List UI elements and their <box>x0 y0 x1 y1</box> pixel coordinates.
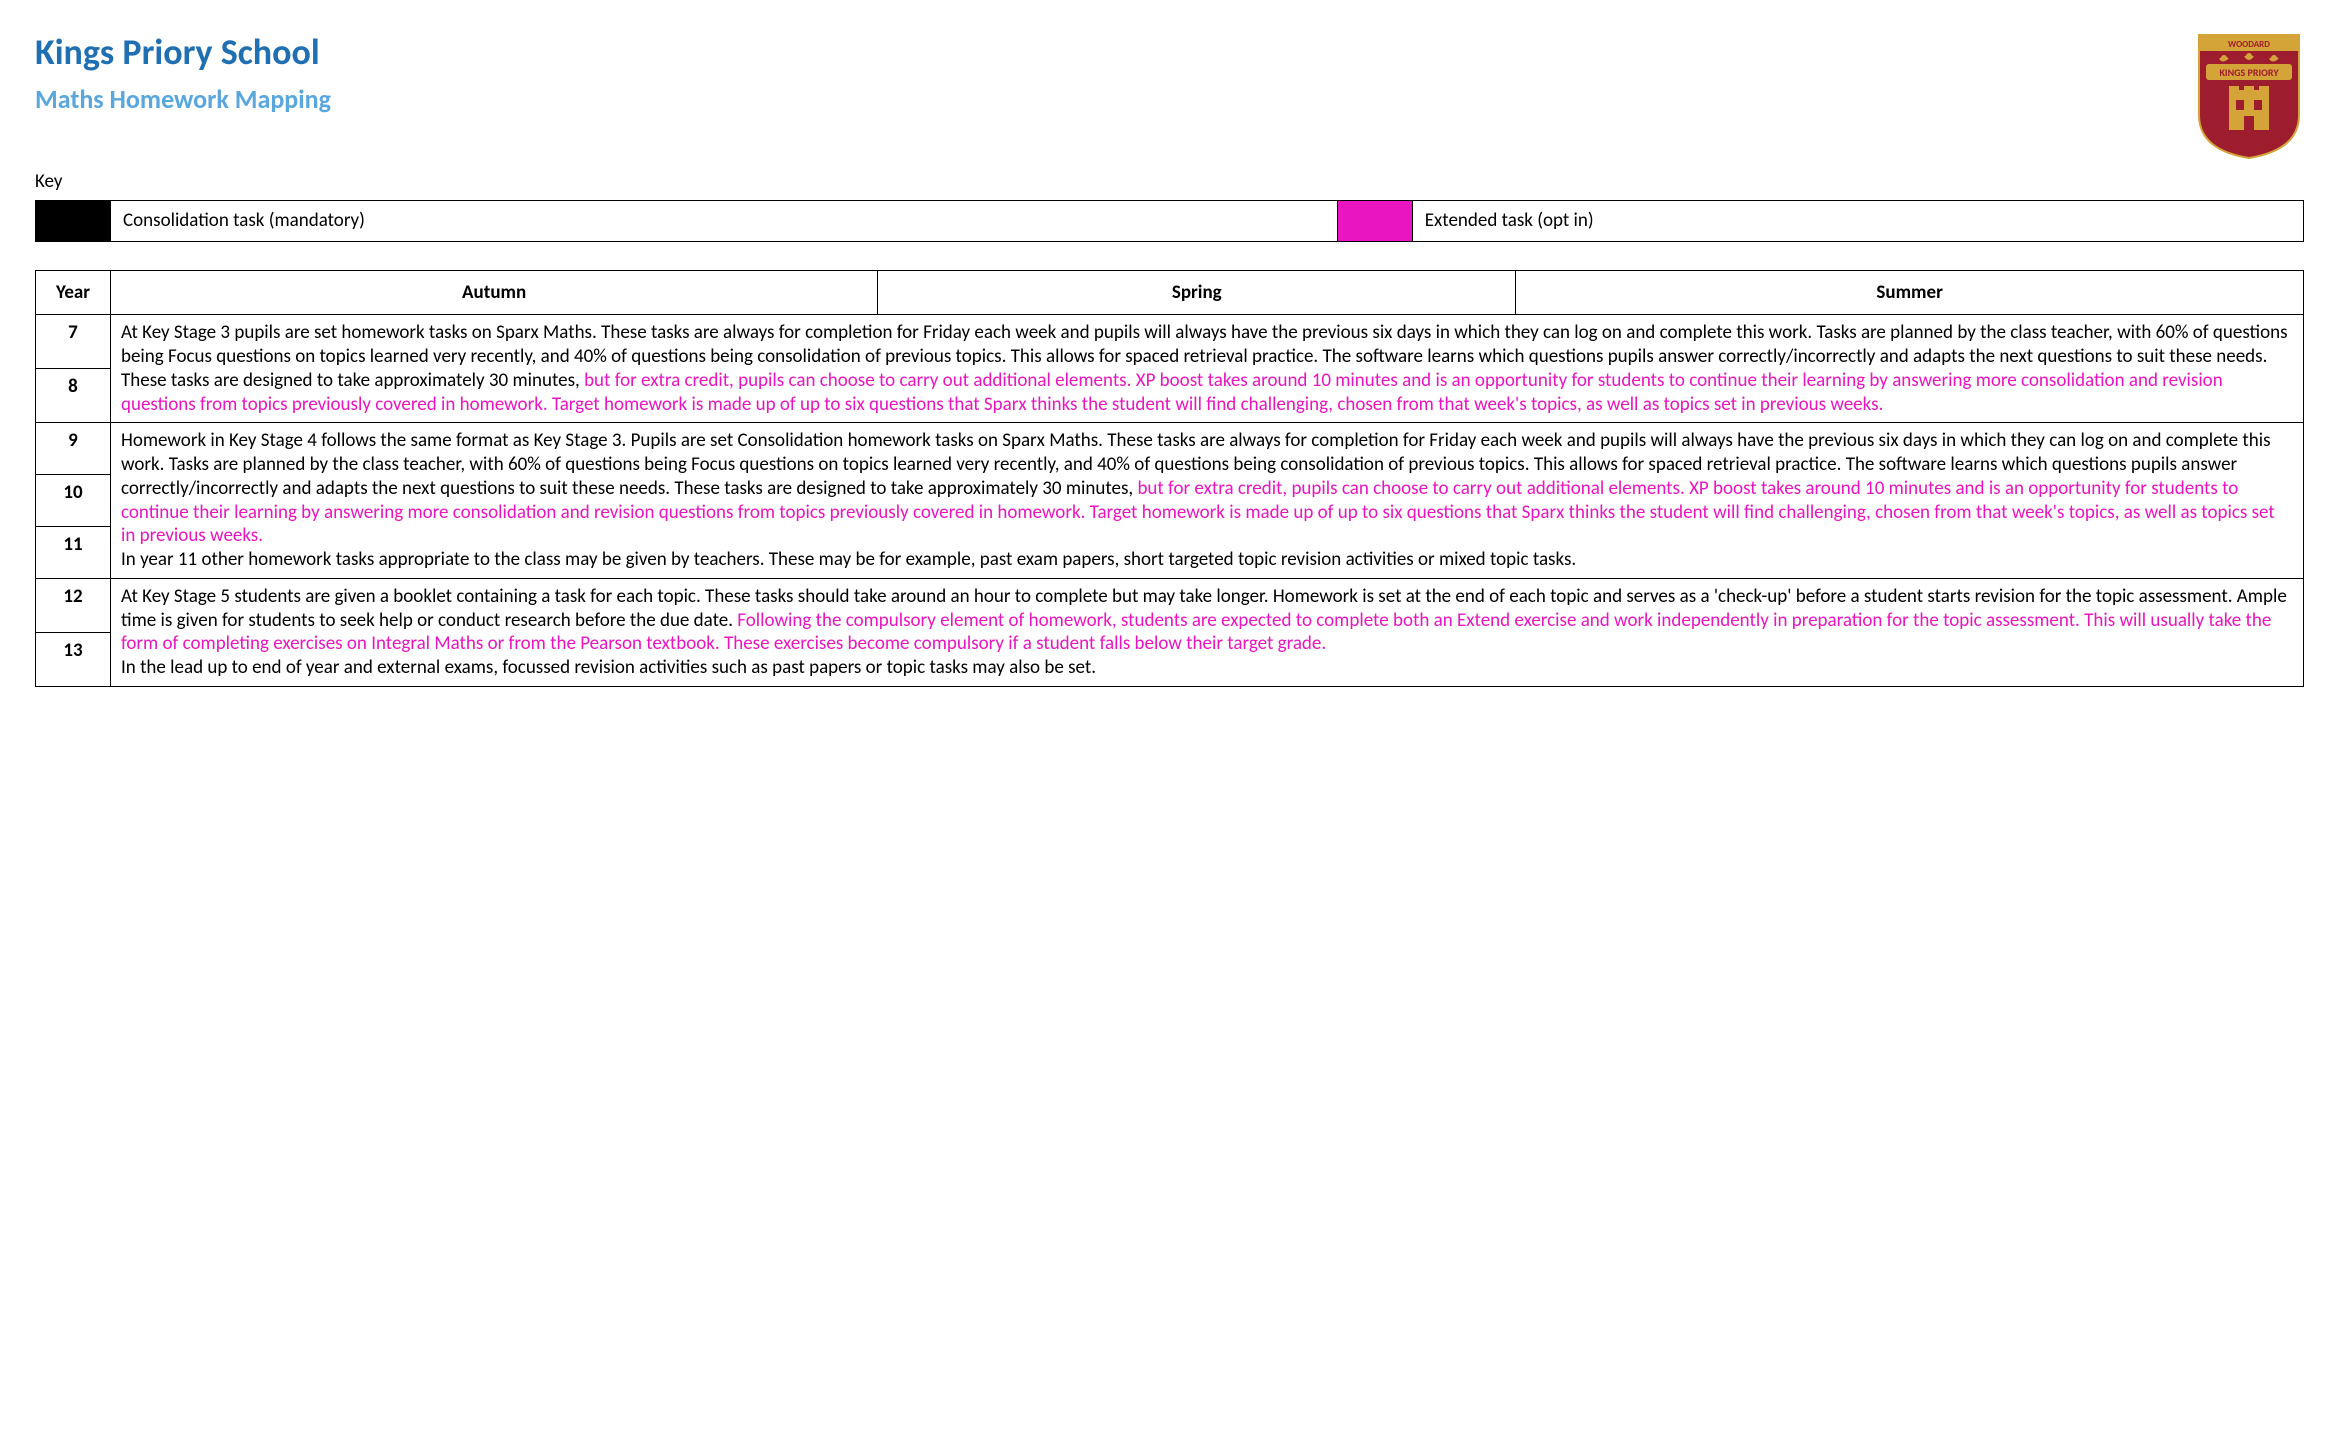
key-swatch-consolidation <box>36 200 111 241</box>
table-row: 7At Key Stage 3 pupils are set homework … <box>36 315 2304 369</box>
key-swatch-extended <box>1337 200 1412 241</box>
table-row: 12At Key Stage 5 students are given a bo… <box>36 578 2304 632</box>
page-subtitle: Maths Homework Mapping <box>35 83 2194 116</box>
stage-description: At Key Stage 3 pupils are set homework t… <box>111 315 2304 423</box>
year-cell: 7 <box>36 315 111 369</box>
year-cell: 10 <box>36 475 111 527</box>
mandatory-text: In year 11 other homework tasks appropri… <box>121 548 1576 571</box>
mandatory-text: In the lead up to end of year and extern… <box>121 656 1096 679</box>
year-cell: 8 <box>36 369 111 423</box>
key-label: Key <box>35 170 2304 194</box>
header: Kings Priory School Maths Homework Mappi… <box>35 30 2304 160</box>
year-cell: 11 <box>36 526 111 578</box>
header-autumn: Autumn <box>111 270 878 315</box>
logo-top-text: WOODARD <box>2228 39 2270 50</box>
stage-description: At Key Stage 5 students are given a book… <box>111 578 2304 686</box>
mapping-table: Year Autumn Spring Summer 7At Key Stage … <box>35 270 2304 687</box>
key-text-consolidation: Consolidation task (mandatory) <box>111 200 1338 241</box>
table-header-row: Year Autumn Spring Summer <box>36 270 2304 315</box>
table-row: 9Homework in Key Stage 4 follows the sam… <box>36 423 2304 475</box>
stage-description: Homework in Key Stage 4 follows the same… <box>111 423 2304 579</box>
header-spring: Spring <box>878 270 1516 315</box>
year-cell: 12 <box>36 578 111 632</box>
key-table: Consolidation task (mandatory) Extended … <box>35 200 2304 242</box>
header-year: Year <box>36 270 111 315</box>
school-crest-logo: WOODARD KINGS PRIORY <box>2194 30 2304 160</box>
year-cell: 9 <box>36 423 111 475</box>
header-summer: Summer <box>1516 270 2304 315</box>
year-cell: 13 <box>36 632 111 686</box>
school-title: Kings Priory School <box>35 30 2194 75</box>
key-text-extended: Extended task (opt in) <box>1412 200 2303 241</box>
titles-block: Kings Priory School Maths Homework Mappi… <box>35 30 2194 140</box>
logo-mid-text: KINGS PRIORY <box>2219 66 2279 79</box>
